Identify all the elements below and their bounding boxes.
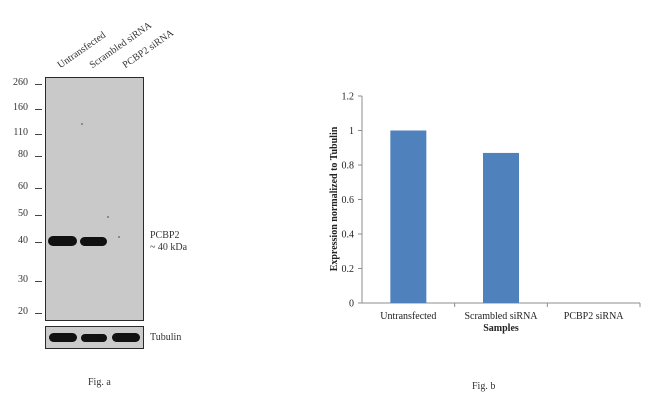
pcbp2-band-scrambled [80, 237, 107, 246]
mw-marker-30: 30 [18, 274, 28, 285]
band-label-size: ~ 40 kDa [150, 242, 188, 253]
tubulin-label: Tubulin [150, 332, 182, 343]
fig-a-caption: Fig. a [88, 377, 111, 388]
band-label: PCBP2 ~ 40 kDa [150, 230, 187, 254]
x-tick-label: Scrambled siRNA [464, 311, 538, 322]
mw-marker-60: 60 [18, 181, 28, 192]
mw-tick [35, 134, 42, 135]
y-tick-label: 1 [349, 126, 354, 137]
y-tick-label: 0 [349, 299, 354, 310]
mw-marker-50: 50 [18, 208, 28, 219]
tubulin-band-scrambled [81, 334, 107, 342]
tubulin-membrane [45, 326, 144, 349]
bar-untransfected [390, 130, 427, 303]
mw-marker-110: 110 [13, 127, 28, 138]
y-tick-label: 0.2 [342, 264, 355, 275]
tubulin-band-untransfected [49, 333, 77, 342]
fig-b-caption: Fig. b [472, 381, 496, 392]
y-tick-label: 0.4 [342, 230, 355, 241]
y-axis-label: Expression normalized to Tubulin [329, 126, 340, 271]
blot-membrane [45, 77, 144, 321]
mw-tick [35, 84, 42, 85]
mw-tick [35, 188, 42, 189]
mw-tick [35, 242, 42, 243]
pcbp2-band-untransfected [48, 236, 77, 246]
x-axis-label: Samples [483, 323, 519, 334]
y-tick-label: 0.8 [342, 161, 355, 172]
mw-tick [35, 215, 42, 216]
bar-scrambled-sirna [483, 152, 519, 303]
x-tick-label: Untransfected [380, 311, 436, 322]
blot-speck [81, 123, 83, 125]
y-tick-label: 0.6 [342, 195, 355, 206]
blot-speck [118, 236, 120, 238]
mw-tick [35, 281, 42, 282]
blot-speck [107, 216, 109, 218]
mw-marker-80: 80 [18, 149, 28, 160]
mw-tick [35, 156, 42, 157]
mw-marker-20: 20 [18, 306, 28, 317]
mw-marker-260: 260 [13, 77, 28, 88]
mw-marker-40: 40 [18, 235, 28, 246]
tubulin-band-pcbp2 [112, 333, 140, 342]
mw-marker-160: 160 [13, 102, 28, 113]
y-tick-label: 1.2 [342, 92, 355, 103]
x-tick-label: PCBP2 siRNA [564, 311, 625, 322]
mw-tick [35, 109, 42, 110]
mw-tick [35, 313, 42, 314]
band-label-name: PCBP2 [150, 230, 180, 241]
